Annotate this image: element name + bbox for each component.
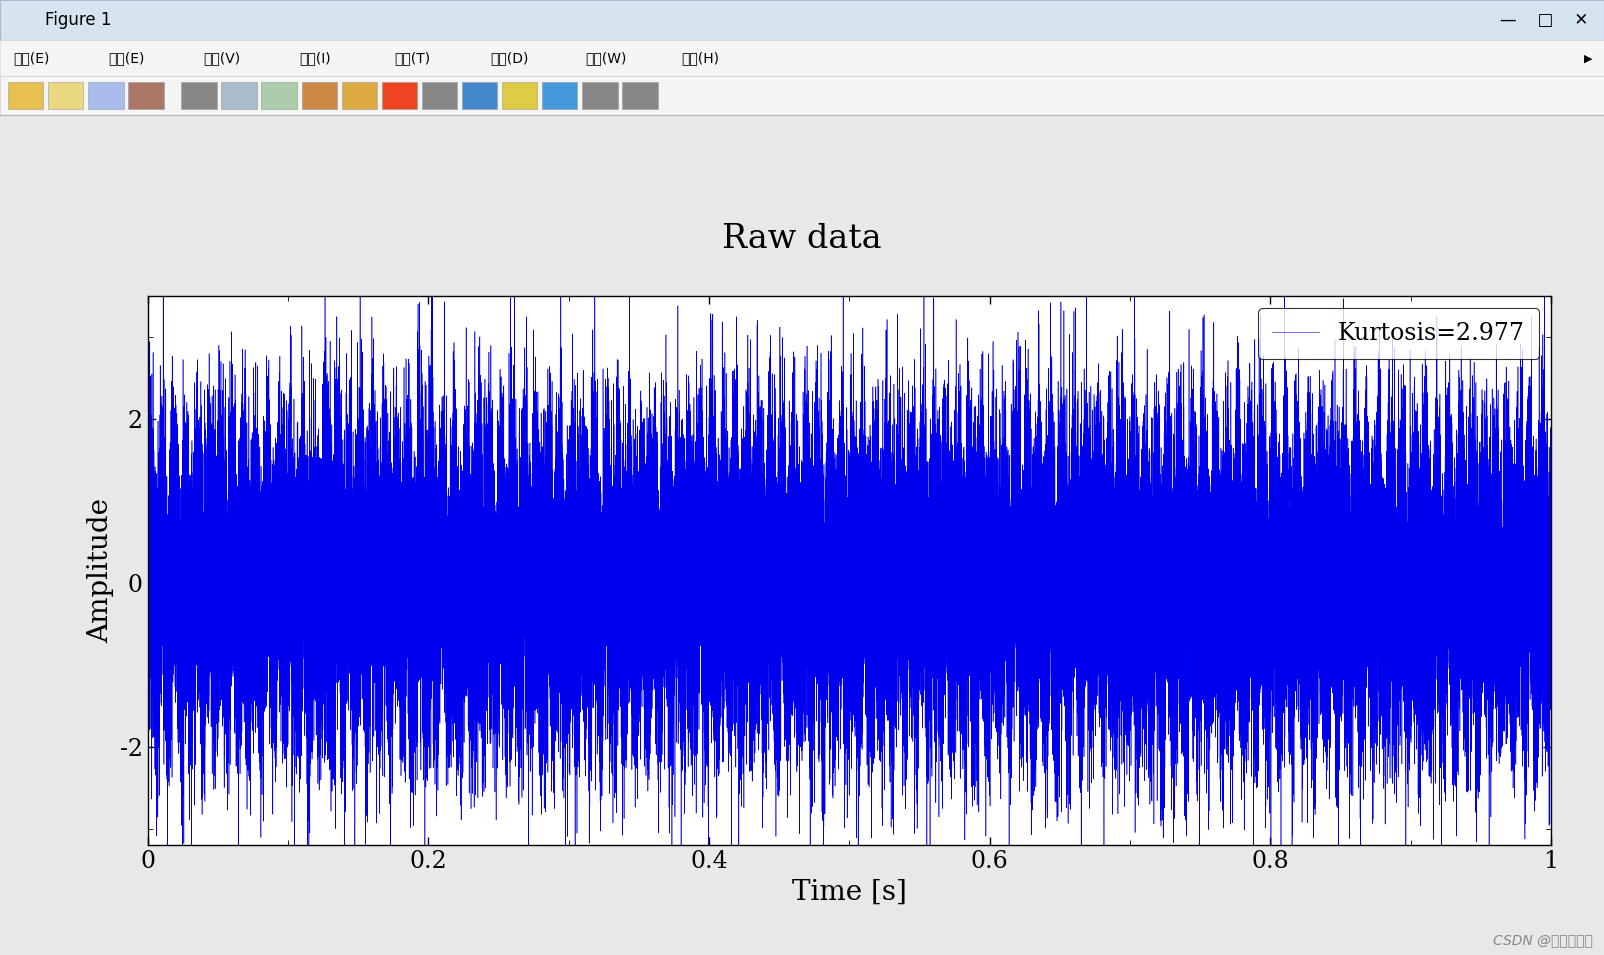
Text: CSDN @茯枝科研社: CSDN @茯枝科研社 xyxy=(1493,933,1593,947)
Text: 帮助(H): 帮助(H) xyxy=(680,52,719,65)
Text: 查看(V): 查看(V) xyxy=(204,52,241,65)
Text: Raw data: Raw data xyxy=(722,223,882,255)
Legend: Kurtosis=2.977: Kurtosis=2.977 xyxy=(1258,308,1540,359)
X-axis label: Time [s]: Time [s] xyxy=(792,879,906,905)
Text: 窗口(W): 窗口(W) xyxy=(585,52,627,65)
Text: ▶: ▶ xyxy=(1585,53,1593,63)
Kurtosis=2.977 xyxy=(1445,684,1464,695)
Text: —    □    ✕: — □ ✕ xyxy=(1500,11,1588,29)
Kurtosis=2.977 xyxy=(1179,731,1198,742)
Kurtosis=2.977 xyxy=(1351,915,1370,926)
Kurtosis=2.977 xyxy=(1541,663,1561,674)
Kurtosis=2.977 xyxy=(722,633,741,645)
Y-axis label: Amplitude: Amplitude xyxy=(87,499,114,643)
Text: 桌面(D): 桌面(D) xyxy=(491,52,528,65)
Text: 编辑(E): 编辑(E) xyxy=(109,52,144,65)
Line: Kurtosis=2.977: Kurtosis=2.977 xyxy=(148,224,1551,921)
Text: 文件(E): 文件(E) xyxy=(13,52,50,65)
Text: Figure 1: Figure 1 xyxy=(45,11,111,29)
Kurtosis=2.977 xyxy=(138,660,157,671)
Kurtosis=2.977 xyxy=(245,631,265,643)
Kurtosis=2.977 xyxy=(552,219,571,230)
Kurtosis=2.977 xyxy=(1031,592,1051,604)
Text: M: M xyxy=(16,15,29,29)
Kurtosis=2.977 xyxy=(1235,579,1254,590)
Text: 插入(I): 插入(I) xyxy=(298,52,330,65)
Text: 工具(T): 工具(T) xyxy=(395,52,431,65)
